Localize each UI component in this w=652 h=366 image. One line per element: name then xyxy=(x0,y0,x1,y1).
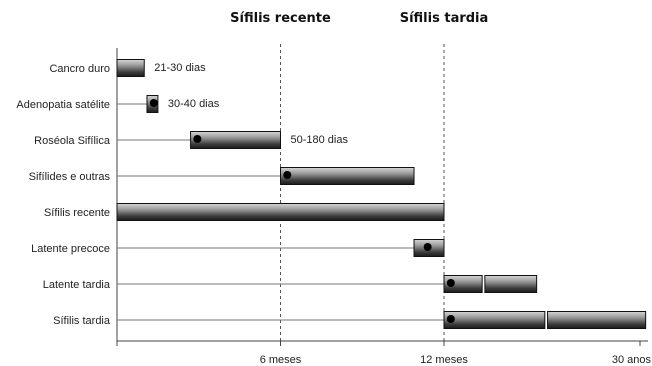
duration-bar xyxy=(116,59,145,77)
duration-bar xyxy=(280,167,415,185)
row-label: Cancro duro xyxy=(49,63,110,75)
x-tick-label: 30 anos xyxy=(612,354,652,366)
x-tick-label: 12 meses xyxy=(420,354,468,366)
duration-bar xyxy=(190,131,281,149)
timeline-row: Latente precoce xyxy=(31,239,445,257)
onset-marker xyxy=(423,243,432,251)
row-label: Sifílides e outras xyxy=(29,171,111,183)
row-label: Roséola Sifílica xyxy=(34,135,111,147)
x-tick-label: 6 meses xyxy=(260,354,302,366)
timeline-row: Roséola Sifílica 50-180 dias xyxy=(34,131,349,149)
timeline-row: Sífilis recente xyxy=(44,203,445,221)
duration-bar xyxy=(443,311,546,329)
duration-label: 21-30 dias xyxy=(154,62,206,74)
duration-bar xyxy=(547,311,647,329)
timeline-row: Adenopatia satélite 30-40 dias xyxy=(16,95,220,113)
onset-marker xyxy=(283,171,292,179)
timeline-row: Sifílides e outras xyxy=(29,167,415,185)
onset-marker xyxy=(446,279,455,287)
onset-marker xyxy=(446,315,455,323)
phase-title: Sífilis tardia xyxy=(400,11,489,26)
duration-bar xyxy=(116,203,445,221)
onset-marker xyxy=(193,135,202,143)
row-label: Sífilis recente xyxy=(44,207,110,219)
row-label: Latente precoce xyxy=(31,243,110,255)
timeline-row: Latente tardia xyxy=(43,275,538,293)
onset-marker xyxy=(149,99,158,107)
phase-title: Sífilis recente xyxy=(230,11,331,26)
duration-bar xyxy=(443,275,483,293)
grid-layer xyxy=(116,44,445,341)
rows-layer: Cancro duro 21-30 dias Adenopatia satélite… xyxy=(16,59,647,329)
phase-titles: Sífilis recente Sífilis tardia xyxy=(230,11,488,26)
duration-label: 50-180 dias xyxy=(291,134,349,146)
duration-label: 30-40 dias xyxy=(168,98,220,110)
timeline-row: Sífilis tardia xyxy=(53,311,647,329)
row-label: Latente tardia xyxy=(43,279,111,291)
timeline-row: Cancro duro 21-30 dias xyxy=(49,59,206,77)
row-label: Adenopatia satélite xyxy=(16,99,110,111)
x-axis: 6 meses 12 meses 30 anos xyxy=(116,340,652,366)
duration-bar xyxy=(484,275,538,293)
row-label: Sífilis tardia xyxy=(53,315,111,327)
